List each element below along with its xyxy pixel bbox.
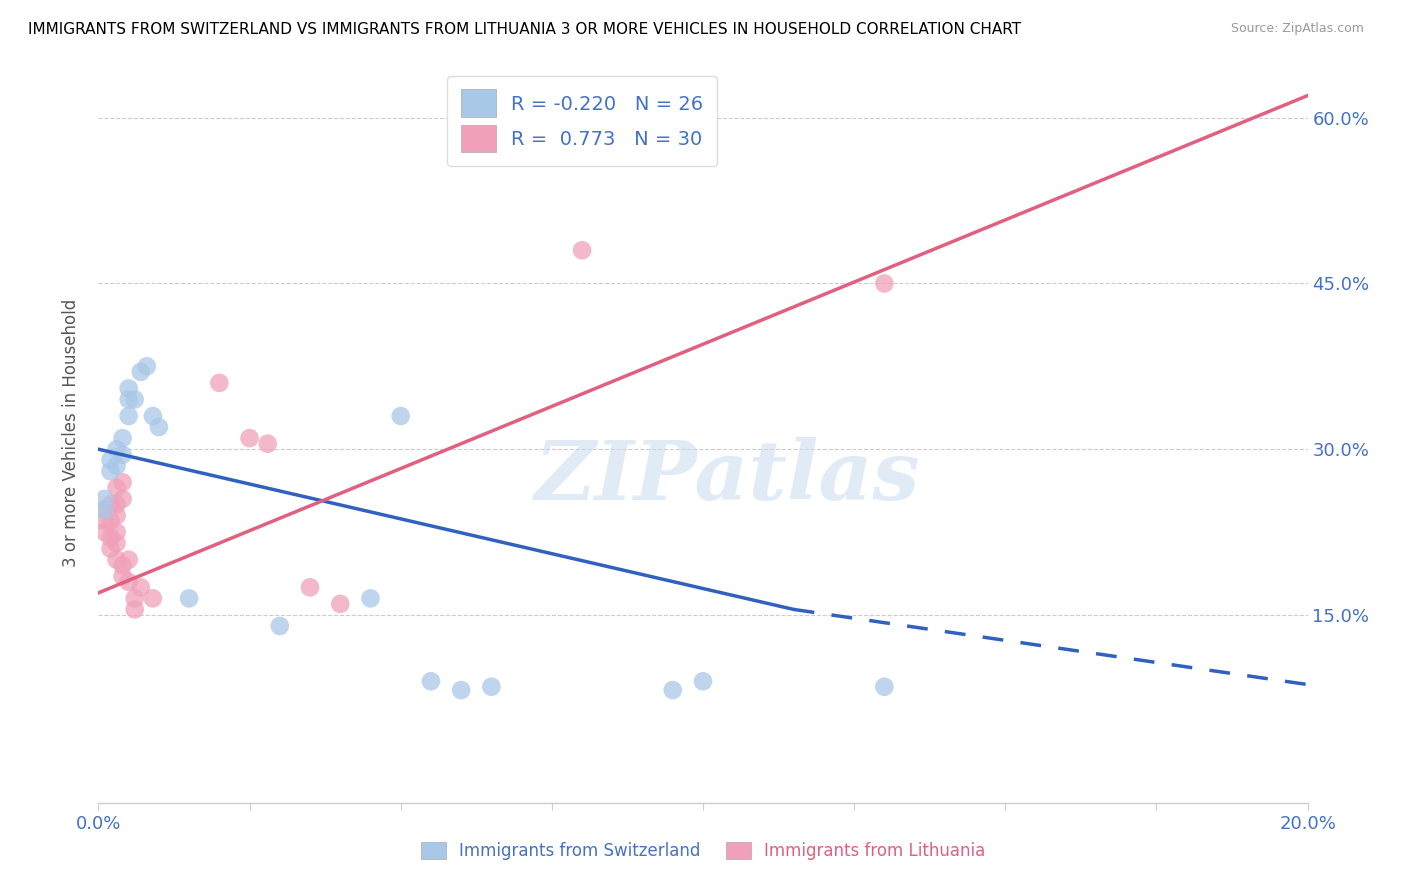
- Point: [105, 481, 128, 495]
- Point: [118, 381, 141, 395]
- Point: [129, 365, 152, 379]
- Point: [124, 392, 146, 407]
- Point: [105, 536, 128, 550]
- Point: [873, 680, 896, 694]
- Point: [118, 574, 141, 589]
- Point: [118, 409, 141, 423]
- Point: [360, 591, 382, 606]
- Point: [481, 680, 503, 694]
- Point: [111, 431, 134, 445]
- Point: [389, 409, 412, 423]
- Point: [142, 409, 165, 423]
- Point: [129, 580, 152, 594]
- Point: [105, 552, 128, 566]
- Point: [299, 580, 322, 594]
- Point: [100, 514, 122, 528]
- Point: [105, 508, 128, 523]
- Point: [100, 464, 122, 478]
- Legend: Immigrants from Switzerland, Immigrants from Lithuania: Immigrants from Switzerland, Immigrants …: [412, 834, 994, 869]
- Point: [93, 503, 115, 517]
- Point: [105, 498, 128, 512]
- Point: [105, 442, 128, 457]
- Point: [873, 277, 896, 291]
- Point: [105, 458, 128, 473]
- Point: [124, 602, 146, 616]
- Point: [142, 591, 165, 606]
- Point: [111, 475, 134, 490]
- Point: [135, 359, 157, 374]
- Point: [111, 491, 134, 506]
- Point: [450, 683, 472, 698]
- Point: [329, 597, 352, 611]
- Point: [571, 244, 593, 258]
- Point: [100, 541, 122, 556]
- Point: [118, 552, 141, 566]
- Text: IMMIGRANTS FROM SWITZERLAND VS IMMIGRANTS FROM LITHUANIA 3 OR MORE VEHICLES IN H: IMMIGRANTS FROM SWITZERLAND VS IMMIGRANT…: [28, 22, 1021, 37]
- Point: [105, 524, 128, 539]
- Point: [111, 569, 134, 583]
- Point: [100, 453, 122, 467]
- Point: [269, 619, 291, 633]
- Point: [239, 431, 262, 445]
- Point: [420, 674, 443, 689]
- Point: [93, 524, 115, 539]
- Point: [100, 498, 122, 512]
- Point: [118, 392, 141, 407]
- Text: Source: ZipAtlas.com: Source: ZipAtlas.com: [1230, 22, 1364, 36]
- Point: [111, 448, 134, 462]
- Point: [124, 591, 146, 606]
- Point: [93, 503, 115, 517]
- Point: [111, 558, 134, 573]
- Point: [93, 514, 115, 528]
- Point: [100, 531, 122, 545]
- Point: [692, 674, 714, 689]
- Point: [179, 591, 201, 606]
- Point: [256, 436, 278, 450]
- Point: [208, 376, 231, 390]
- Point: [93, 491, 115, 506]
- Text: ZIPatlas: ZIPatlas: [534, 437, 920, 517]
- Y-axis label: 3 or more Vehicles in Household: 3 or more Vehicles in Household: [62, 299, 80, 566]
- Point: [148, 420, 170, 434]
- Point: [661, 683, 683, 698]
